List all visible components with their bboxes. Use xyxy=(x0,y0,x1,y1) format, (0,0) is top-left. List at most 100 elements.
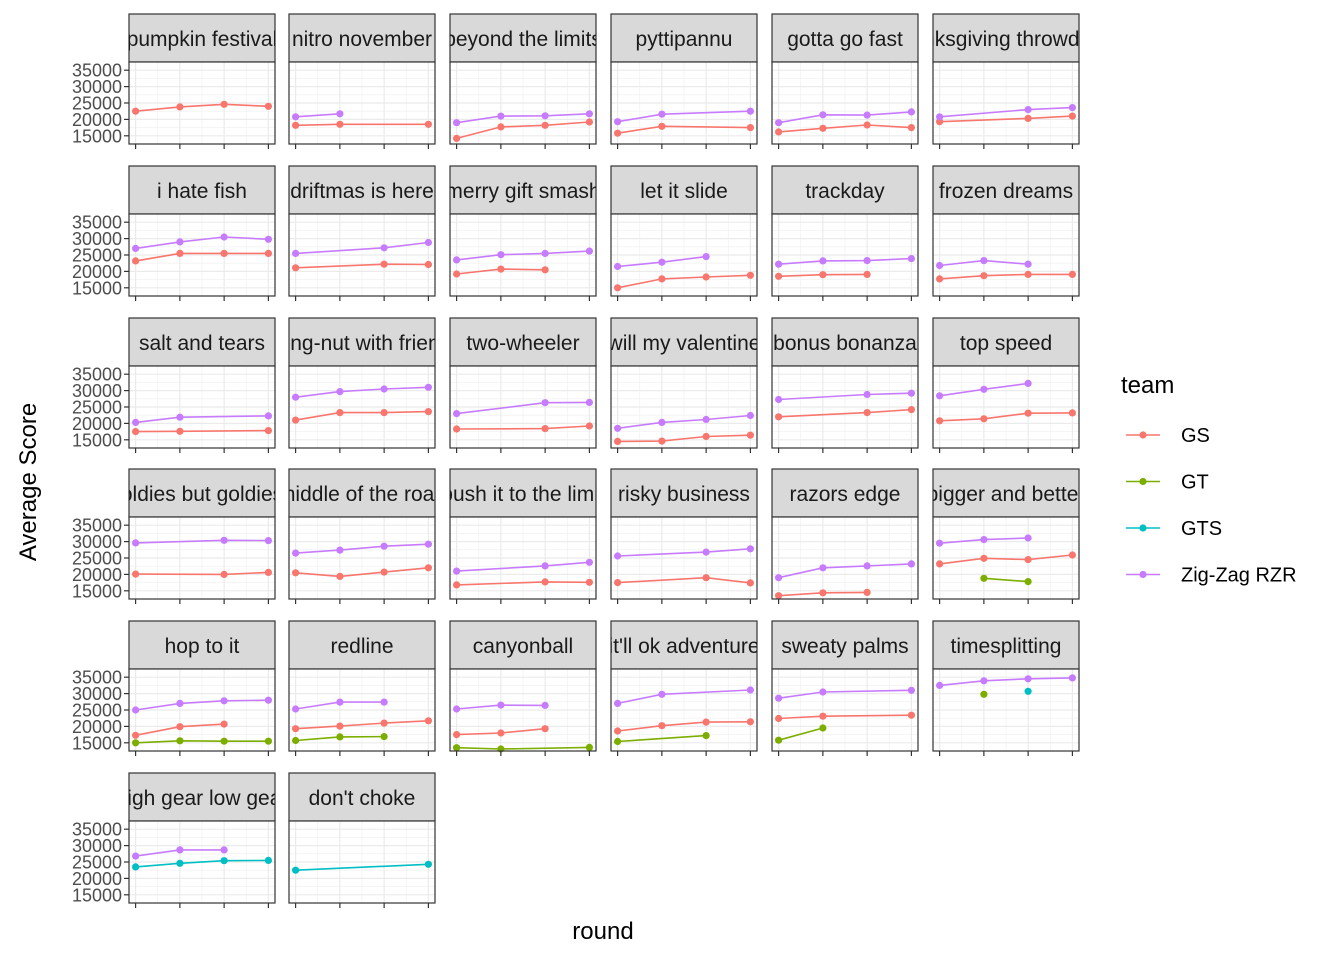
legend-label: GTS xyxy=(1181,518,1222,540)
data-point-gs xyxy=(264,102,272,110)
data-point-gs xyxy=(453,581,461,589)
data-point-gts xyxy=(176,859,184,867)
data-point-zig-zag-rzr xyxy=(264,696,272,704)
facet-it-ll-ok-adventure: it'll ok adventure xyxy=(610,620,758,756)
y-tick-label: 25000 xyxy=(72,246,122,266)
legend-label: GS xyxy=(1181,425,1210,447)
data-point-gs xyxy=(176,427,184,435)
y-tick-label: 20000 xyxy=(72,414,122,434)
panel-border xyxy=(610,668,758,752)
data-point-zig-zag-rzr xyxy=(292,549,300,557)
series-line-gs xyxy=(456,121,590,140)
data-point-gt xyxy=(980,690,988,698)
data-point-gs xyxy=(424,408,432,416)
data-point-zig-zag-rzr xyxy=(1024,675,1032,683)
data-point-zig-zag-rzr xyxy=(176,846,184,854)
data-point-gs xyxy=(936,417,944,425)
facet-title: trackday xyxy=(805,180,885,203)
panel-border xyxy=(610,516,758,600)
y-tick-label: 20000 xyxy=(72,262,122,282)
y-tick-label: 15000 xyxy=(72,278,122,298)
facet-title: frozen dreams xyxy=(939,180,1073,203)
data-point-zig-zag-rzr xyxy=(1068,104,1076,112)
data-point-zig-zag-rzr xyxy=(424,540,432,548)
panel-border xyxy=(932,365,1080,449)
y-tick-label: 35000 xyxy=(72,213,122,233)
data-point-zig-zag-rzr xyxy=(746,686,755,694)
data-point-zig-zag-rzr xyxy=(380,542,388,550)
facet-title: sweaty palms xyxy=(781,635,908,658)
data-point-gs xyxy=(585,118,594,126)
data-point-zig-zag-rzr xyxy=(1024,260,1032,268)
data-point-zig-zag-rzr xyxy=(702,253,710,261)
data-point-gs xyxy=(541,578,549,586)
data-point-gs xyxy=(746,271,755,279)
panel-border xyxy=(288,668,436,752)
panel-border xyxy=(449,61,597,145)
series-line-zig-zag-rzr xyxy=(456,250,590,261)
series-line-zig-zag-rzr xyxy=(135,699,269,711)
panel-border xyxy=(771,213,919,297)
data-point-gs xyxy=(336,409,344,417)
data-point-gts xyxy=(132,863,140,871)
data-point-zig-zag-rzr xyxy=(658,258,666,266)
facet-thanksgiving-throwdown: thanksgiving throwdown xyxy=(932,13,1080,149)
data-point-gs xyxy=(1068,551,1076,559)
data-point-gs xyxy=(746,431,755,439)
data-point-zig-zag-rzr xyxy=(907,686,916,694)
facet-title: bigger and better xyxy=(927,483,1086,506)
data-point-gt xyxy=(380,733,388,741)
facet-strip xyxy=(128,13,276,63)
facet-title: top speed xyxy=(960,332,1052,355)
data-point-zig-zag-rzr xyxy=(702,415,710,424)
data-point-gs xyxy=(1024,556,1032,564)
data-point-gt xyxy=(702,732,710,740)
data-point-gs xyxy=(907,711,916,719)
data-point-gs xyxy=(1068,270,1076,278)
facet-strip xyxy=(288,317,436,367)
facet-strip xyxy=(128,468,276,518)
panel-border xyxy=(288,61,436,145)
legend-key-point xyxy=(1139,570,1147,579)
facet-push-it-to-the-limit: push it to the limit xyxy=(449,468,597,604)
data-point-gs xyxy=(220,720,228,728)
series-line-gs xyxy=(135,252,269,262)
data-point-gs xyxy=(863,121,871,129)
facet-canyonball: canyonball xyxy=(449,620,597,756)
data-point-zig-zag-rzr xyxy=(453,119,461,127)
data-point-zig-zag-rzr xyxy=(585,398,594,406)
facet-strip xyxy=(128,165,276,215)
data-point-gs xyxy=(907,406,916,414)
data-point-zig-zag-rzr xyxy=(775,119,783,127)
data-point-gs xyxy=(614,579,622,587)
y-tick-label: 30000 xyxy=(72,77,122,97)
data-point-gs xyxy=(132,428,140,436)
data-point-gs xyxy=(702,718,710,726)
data-point-zig-zag-rzr xyxy=(980,257,988,265)
data-point-gs xyxy=(658,722,666,730)
panel-border xyxy=(771,668,919,752)
facet-driftmas-is-here: driftmas is here xyxy=(288,165,436,301)
data-point-zig-zag-rzr xyxy=(220,846,228,854)
data-point-zig-zag-rzr xyxy=(292,113,300,121)
data-point-zig-zag-rzr xyxy=(541,399,549,407)
facet-strip xyxy=(932,165,1080,215)
data-point-gs xyxy=(424,564,432,572)
y-tick-label: 25000 xyxy=(72,398,122,418)
data-point-zig-zag-rzr xyxy=(614,118,622,126)
data-point-gs xyxy=(658,275,666,283)
data-point-gt xyxy=(264,737,272,745)
data-point-gs xyxy=(775,714,783,723)
data-point-gs xyxy=(292,725,300,733)
series-line-zig-zag-rzr xyxy=(295,386,429,398)
facet-merry-gift-smash: merry gift smash xyxy=(449,165,597,301)
data-point-gs xyxy=(264,249,272,257)
data-point-gs xyxy=(980,272,988,280)
facet-strip xyxy=(610,13,758,63)
data-point-zig-zag-rzr xyxy=(132,418,140,426)
series-line-zig-zag-rzr xyxy=(295,543,429,554)
facet-title: high gear low gear xyxy=(116,787,289,810)
facet-pyttipannu: pyttipannu xyxy=(610,13,758,149)
facet-strip xyxy=(771,13,919,63)
